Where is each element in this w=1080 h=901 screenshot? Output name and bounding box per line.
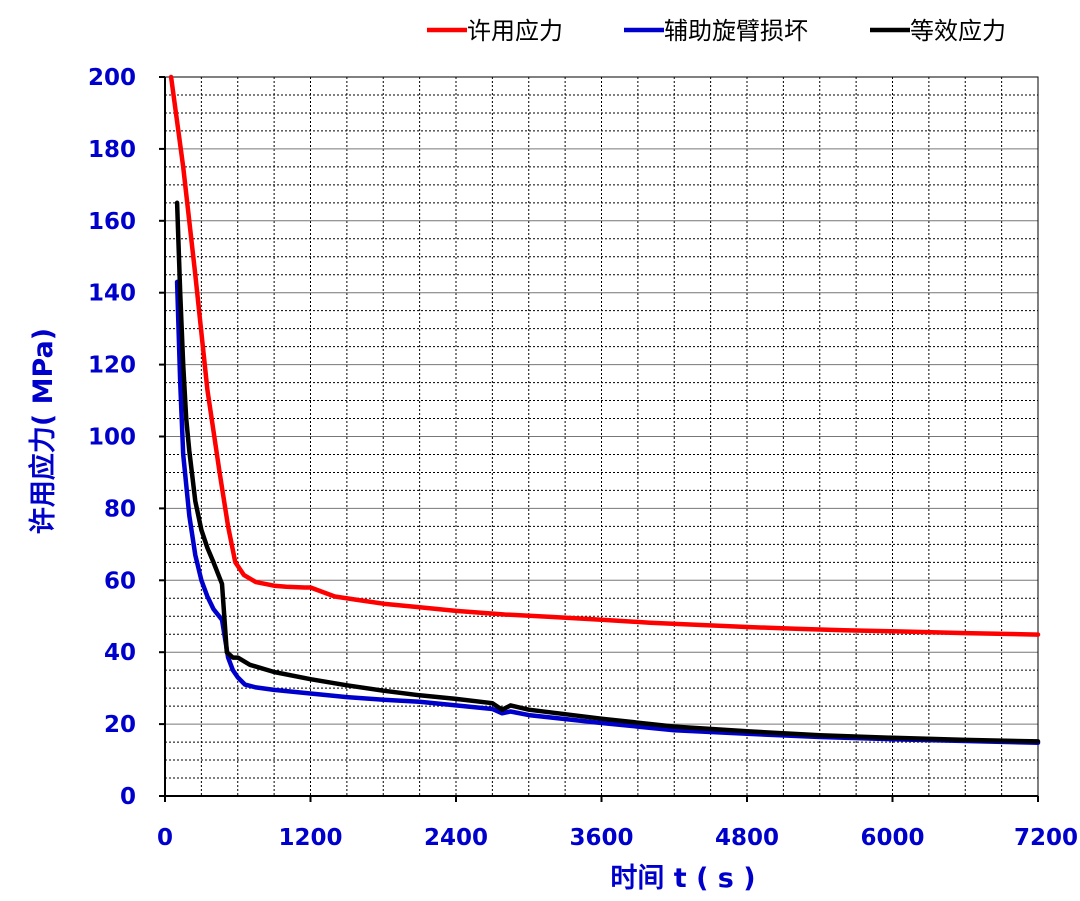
series-line-3 (174, 200, 1041, 744)
y-tick-label: 0 (120, 784, 136, 810)
y-tick-label: 20 (104, 712, 136, 738)
y-tick-label: 120 (88, 353, 136, 379)
legend-item: 等效应力 (870, 17, 1006, 45)
x-axis-title: 时间 t ( s ) (610, 863, 755, 894)
legend-item: 许用应力 (427, 17, 563, 45)
y-tick-label: 200 (88, 65, 136, 91)
x-tick-label: 6000 (860, 825, 924, 851)
legend: 许用应力 辅助旋臂损坏 等效应力 (427, 17, 1006, 45)
x-tick-label: 2400 (424, 825, 488, 851)
x-tick-label: 4800 (715, 825, 779, 851)
x-tick-label: 7200 (1014, 825, 1078, 851)
y-tick-label: 60 (104, 568, 136, 594)
y-tick-label: 140 (88, 281, 136, 307)
x-tick-label: 0 (157, 825, 173, 851)
y-tick-label: 100 (88, 425, 136, 451)
legend-label: 许用应力 (467, 17, 563, 45)
legend-label: 等效应力 (910, 17, 1006, 45)
y-axis-title: 许用应力( MPa) (27, 328, 59, 534)
y-tick-label: 80 (104, 496, 136, 522)
y-tick-label: 40 (104, 640, 136, 666)
x-tick-labels: 0 1200 2400 3600 4800 6000 7200 (157, 825, 1078, 851)
legend-item: 辅助旋臂损坏 (624, 17, 808, 45)
plot-frame (159, 76, 1039, 802)
series-layer (168, 74, 1041, 746)
y-tick-labels: 0 20 40 60 80 100 120 140 160 180 200 (88, 65, 136, 810)
grid (165, 77, 1038, 796)
y-tick-label: 180 (88, 137, 136, 163)
x-tick-label: 3600 (569, 825, 633, 851)
series-line-1 (168, 74, 1041, 637)
series-line-2 (174, 279, 1041, 746)
y-tick-label: 160 (88, 209, 136, 235)
legend-label: 辅助旋臂损坏 (664, 17, 808, 45)
x-tick-label: 1200 (278, 825, 342, 851)
